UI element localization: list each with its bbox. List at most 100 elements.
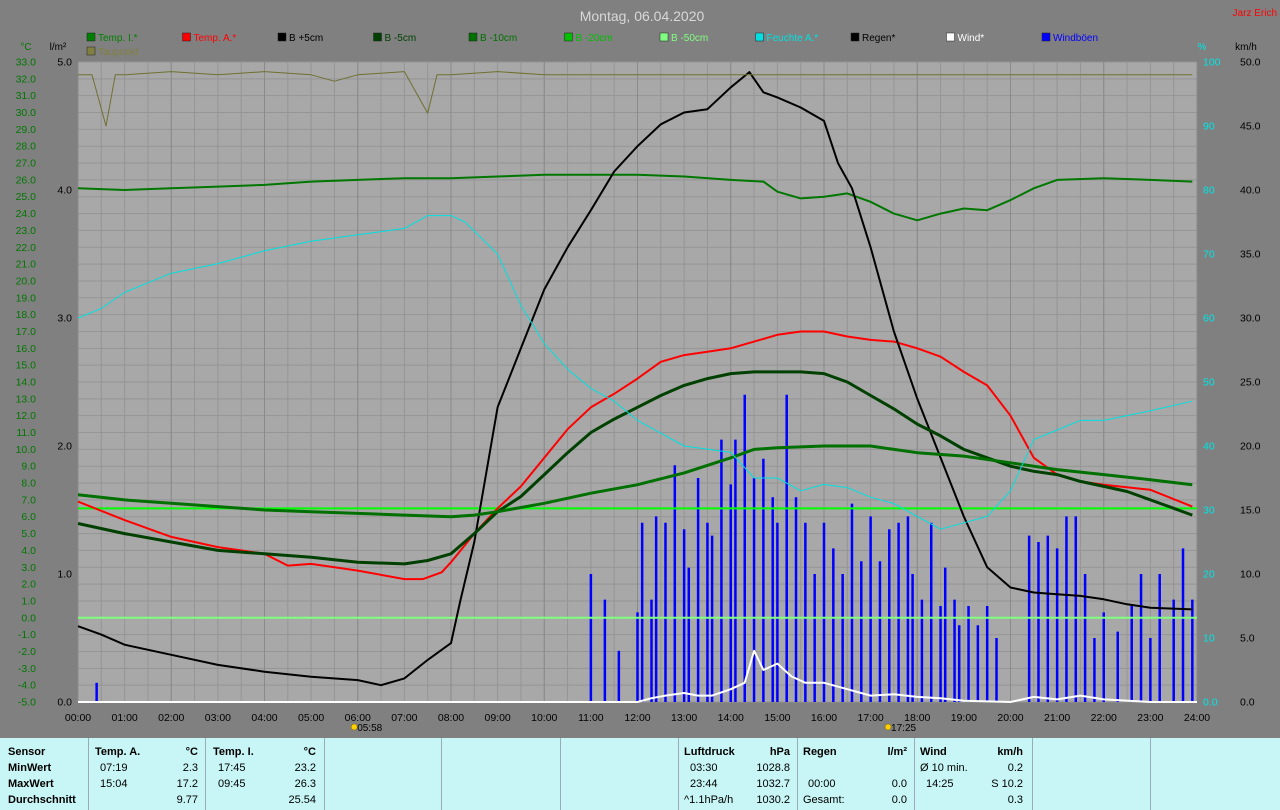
humidity-tick-label: 100	[1203, 57, 1221, 69]
humidity-tick-label: 30	[1203, 505, 1215, 517]
temp-tick-label: 25.0	[16, 191, 37, 203]
time-axis: 00:00 01:00 02:00 03:00 04:00 05:00 06:00 07:00…	[65, 712, 1210, 724]
legend-swatch	[755, 32, 764, 42]
humidity-axis-unit: %	[1198, 42, 1207, 53]
time-tick-label: 19:00	[951, 712, 977, 724]
time-tick-label: 14:00	[718, 712, 744, 724]
legend-swatch	[659, 32, 669, 42]
row-label-min: MinWert	[8, 762, 52, 774]
chart-legend: Temp. I.* Temp. A.* B +5cm B -5cm B -10cm B -…	[86, 32, 1098, 58]
series-b-5cm	[77, 370, 1193, 566]
wind-max-time: 14:25	[926, 778, 954, 790]
temp-i-max-time: 09:45	[218, 778, 246, 790]
temp-tick-label: 33.0	[16, 57, 37, 69]
temp-tick-label: 18.0	[16, 309, 37, 321]
temp-tick-label: -5.0	[18, 697, 36, 709]
legend-label: B -20cm	[576, 33, 613, 44]
time-tick-label: 18:00	[904, 712, 930, 724]
temp-a-avg-value: 9.77	[176, 794, 198, 806]
legend-label: Temp. I.*	[98, 33, 138, 44]
temp-a-min-value: 2.3	[182, 762, 198, 774]
temp-a-min-time: 07:19	[100, 762, 128, 774]
humidity-tick-label: 0.0	[1203, 697, 1218, 709]
time-tick-label: 21:00	[1044, 712, 1070, 724]
wind-tick-label: 10.0	[1240, 569, 1261, 581]
temp-i-avg-value: 25.54	[288, 794, 316, 806]
sunset-time: 17:25	[891, 723, 916, 734]
rain-tick-label: 4.0	[57, 185, 72, 197]
humidity-axis: 0.0 10 20 30 40 50 60 70 80 90 100	[1203, 57, 1221, 709]
temp-tick-label: 28.0	[16, 141, 37, 153]
series-taupunkt	[78, 71, 1193, 127]
chart-title: Montag, 06.04.2020	[580, 8, 705, 24]
time-tick-label: 09:00	[484, 712, 510, 724]
pressure-unit: hPa	[769, 746, 790, 758]
sensor-header: Sensor	[8, 746, 46, 758]
temp-tick-label: 0.0	[21, 612, 36, 624]
temp-tick-label: 2.0	[21, 579, 36, 591]
time-tick-label: 15:00	[764, 712, 790, 724]
wind-min-value: 0.2	[1007, 762, 1023, 774]
wind-tick-label: 15.0	[1240, 505, 1261, 517]
legend-swatch	[277, 32, 287, 42]
legend-swatch	[182, 32, 191, 42]
temp-tick-label: 23.0	[16, 225, 37, 237]
time-tick-label: 22:00	[1091, 712, 1117, 724]
series-feuchte-a	[77, 215, 1193, 530]
stats-panel: Sensor MinWert MaxWert Durchschnitt Temp…	[0, 738, 1280, 810]
legend-label: Temp. A.*	[194, 33, 237, 44]
time-tick-label: 05:00	[298, 712, 324, 724]
rain-max-value: 0.0	[891, 778, 907, 790]
sunrise-icon	[350, 723, 358, 731]
wind-axis: 0.0 5.0 10.0 15.0 20.0 25.0 30.0 35.0 40.0 45.0 50…	[1240, 57, 1261, 709]
row-label-avg: Durchschnitt	[8, 794, 76, 806]
time-tick-label: 04:00	[251, 712, 277, 724]
temp-i-min-time: 17:45	[218, 762, 246, 774]
rain-tick-label: 2.0	[57, 441, 72, 453]
legend-swatch	[850, 32, 860, 42]
reference-lines	[78, 507, 1197, 619]
temp-a-max-time: 15:04	[100, 778, 128, 790]
temp-axis: -5.0 -4.0 -3.0 -2.0 -1.0 0.0 1.0 2.0 3.0 4.0 5.0 6.…	[16, 57, 37, 709]
temp-tick-label: 20.0	[16, 275, 37, 287]
wind-tick-label: 20.0	[1240, 441, 1261, 453]
series-wind	[78, 649, 1197, 703]
legend-label: B -50cm	[671, 33, 708, 44]
temp-tick-label: 27.0	[16, 158, 37, 170]
time-tick-label: 17:00	[857, 712, 883, 724]
time-tick-label: 03:00	[205, 712, 231, 724]
temp-tick-label: 13.0	[16, 393, 37, 405]
rain-header: Regen	[803, 746, 837, 758]
time-tick-label: 10:00	[531, 712, 557, 724]
temp-a-unit: °C	[185, 746, 198, 758]
series-b-10cm	[77, 444, 1193, 519]
temp-tick-label: 12.0	[16, 410, 37, 422]
legend-swatch	[86, 32, 96, 42]
wind-max-value: S 10.2	[991, 778, 1023, 790]
sun-markers: 05:58 17:25	[350, 723, 917, 734]
wind-tick-label: 50.0	[1240, 57, 1261, 69]
legend-label: B -5cm	[385, 33, 417, 44]
time-tick-label: 13:00	[671, 712, 697, 724]
temp-tick-label: 32.0	[16, 73, 37, 85]
rain-total-value: 0.0	[891, 794, 907, 806]
rain-tick-label: 5.0	[57, 57, 72, 69]
wind-tick-label: 25.0	[1240, 377, 1261, 389]
temp-tick-label: 8.0	[21, 478, 36, 490]
time-tick-label: 02:00	[158, 712, 184, 724]
legend-label: Feuchte A.*	[767, 33, 819, 44]
legend-label: B -10cm	[480, 33, 517, 44]
time-tick-label: 06:00	[345, 712, 371, 724]
temp-tick-label: 22.0	[16, 242, 37, 254]
rain-tick-label: 3.0	[57, 313, 72, 325]
temp-tick-label: 6.0	[21, 511, 36, 523]
series-temp-a	[77, 330, 1193, 581]
temp-tick-label: 9.0	[21, 461, 36, 473]
legend-label: B +5cm	[289, 33, 323, 44]
pressure-max-time: 23:44	[690, 778, 718, 790]
wind-tick-label: 40.0	[1240, 185, 1261, 197]
humidity-tick-label: 70	[1203, 249, 1215, 261]
temp-tick-label: 3.0	[21, 562, 36, 574]
temp-i-min-value: 23.2	[294, 762, 316, 774]
legend-swatch	[564, 32, 573, 42]
